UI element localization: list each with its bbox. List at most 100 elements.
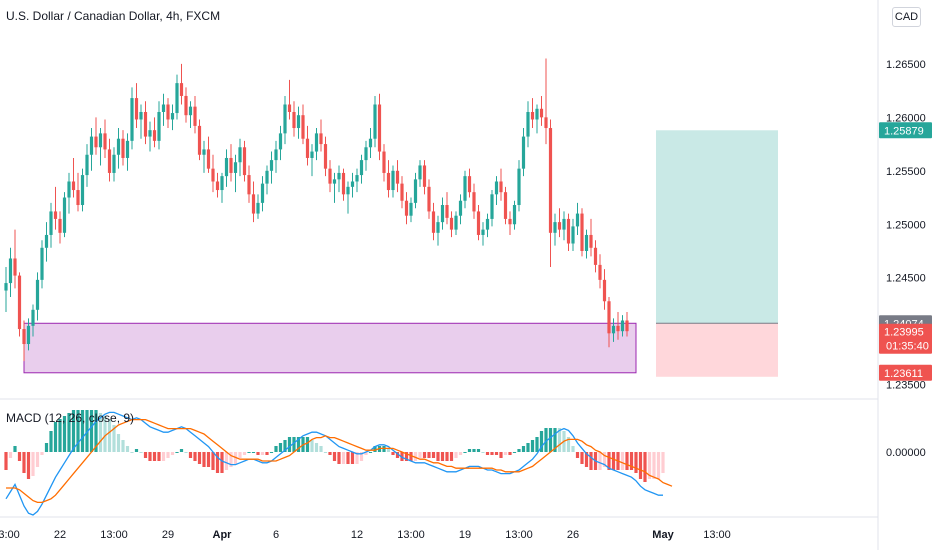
candle-body <box>107 149 112 173</box>
candle-body <box>359 160 364 176</box>
macd-indicator-label[interactable]: MACD (12, 26, close, 9) <box>6 411 135 425</box>
macd-histogram-bar <box>476 449 481 452</box>
macd-histogram-bar <box>535 437 539 452</box>
candle-body <box>463 176 467 201</box>
price-tick-label: 1.23500 <box>886 380 926 392</box>
candle-body <box>445 205 449 218</box>
chart-title: U.S. Dollar / Canadian Dollar, 4h, FXCM <box>6 9 221 23</box>
candle-body <box>481 229 485 235</box>
candle-body <box>553 222 557 233</box>
candle-body <box>454 215 458 230</box>
macd-histogram-bar <box>251 452 256 453</box>
macd-histogram-bar <box>647 452 652 479</box>
position-profit-zone[interactable] <box>656 130 778 324</box>
macd-histogram-bar <box>80 410 85 452</box>
candle-body <box>517 168 521 206</box>
macd-histogram-bar <box>656 452 661 479</box>
candle-body <box>499 181 503 193</box>
candle-body <box>575 213 580 227</box>
macd-histogram-bar <box>71 410 76 452</box>
macd-histogram-bar <box>625 452 629 470</box>
macd-histogram-bar <box>134 449 139 452</box>
candle-body <box>80 175 85 206</box>
price-badge <box>879 323 932 354</box>
candle-body <box>373 104 377 139</box>
macd-histogram-bar <box>242 452 247 455</box>
macd-histogram-bar <box>427 452 431 458</box>
candle-body <box>490 194 494 219</box>
macd-histogram-bar <box>337 452 341 464</box>
currency-button[interactable]: CAD <box>892 7 921 27</box>
candle-body <box>238 147 242 163</box>
candle-body <box>292 111 296 129</box>
candle-body <box>427 186 431 212</box>
candle-body <box>247 175 251 195</box>
candle-body <box>409 202 413 216</box>
candle-body <box>544 117 548 129</box>
macd-histogram-bar <box>193 452 197 461</box>
macd-histogram-bar <box>499 452 503 458</box>
macd-pane <box>4 410 673 516</box>
candle-body <box>229 157 233 173</box>
macd-histogram-bar <box>571 446 575 452</box>
macd-histogram-bar <box>598 452 602 470</box>
candle-body <box>4 283 8 291</box>
candle-body <box>521 136 526 169</box>
macd-histogram-bar <box>652 452 656 479</box>
candle-body <box>607 301 611 334</box>
macd-histogram-bar <box>274 446 278 452</box>
macd-histogram-bar <box>224 452 229 470</box>
macd-histogram-bar <box>350 452 355 464</box>
candle-body <box>395 170 400 184</box>
macd-histogram-bar <box>566 437 571 452</box>
macd-histogram-bar <box>373 446 377 452</box>
macd-histogram-bar <box>409 452 413 461</box>
position-loss-zone[interactable] <box>656 323 778 377</box>
macd-histogram-bar <box>346 452 350 464</box>
macd-histogram-bar <box>58 419 62 452</box>
macd-histogram-bar <box>386 449 391 452</box>
candle-body <box>602 279 607 302</box>
candle-body <box>170 113 175 120</box>
candle-body <box>355 175 359 182</box>
candle-body <box>139 111 143 120</box>
grid-lines <box>0 0 879 550</box>
macd-histogram-bar <box>400 452 404 461</box>
macd-histogram-bar <box>445 452 449 461</box>
macd-histogram-bar <box>629 452 634 470</box>
candle-body <box>260 183 265 203</box>
candle-body <box>17 275 22 330</box>
candle-body <box>116 138 121 155</box>
demand-zone[interactable] <box>23 322 637 374</box>
macd-histogram-bar <box>206 452 211 467</box>
candle-body <box>323 144 328 169</box>
macd-histogram-bar <box>44 443 49 452</box>
macd-histogram-bar <box>557 428 562 452</box>
candlesticks <box>4 58 629 362</box>
candle-body <box>512 205 517 225</box>
candle-body <box>467 176 472 193</box>
candle-body <box>458 200 463 216</box>
candle-body <box>598 264 602 280</box>
candle-body <box>89 136 94 155</box>
macd-histogram-bar <box>107 419 112 452</box>
macd-histogram-bar <box>332 452 337 461</box>
candle-body <box>535 108 539 120</box>
candle-body <box>305 138 310 158</box>
candle-body <box>175 83 179 114</box>
macd-histogram-bar <box>413 452 418 461</box>
candle-body <box>31 309 35 326</box>
macd-histogram-bar <box>157 452 161 461</box>
macd-histogram-bar <box>31 452 35 476</box>
candle-body <box>13 258 17 276</box>
macd-histogram-bar <box>22 452 26 473</box>
macd-histogram-bar <box>319 446 323 452</box>
macd-histogram-bar <box>103 416 107 452</box>
candle-body <box>76 190 80 206</box>
price-tick-label: 1.26000 <box>886 112 926 124</box>
candle-body <box>125 140 130 158</box>
macd-histogram-bar <box>305 437 310 452</box>
candle-body <box>391 170 395 191</box>
candle-body <box>26 325 31 345</box>
